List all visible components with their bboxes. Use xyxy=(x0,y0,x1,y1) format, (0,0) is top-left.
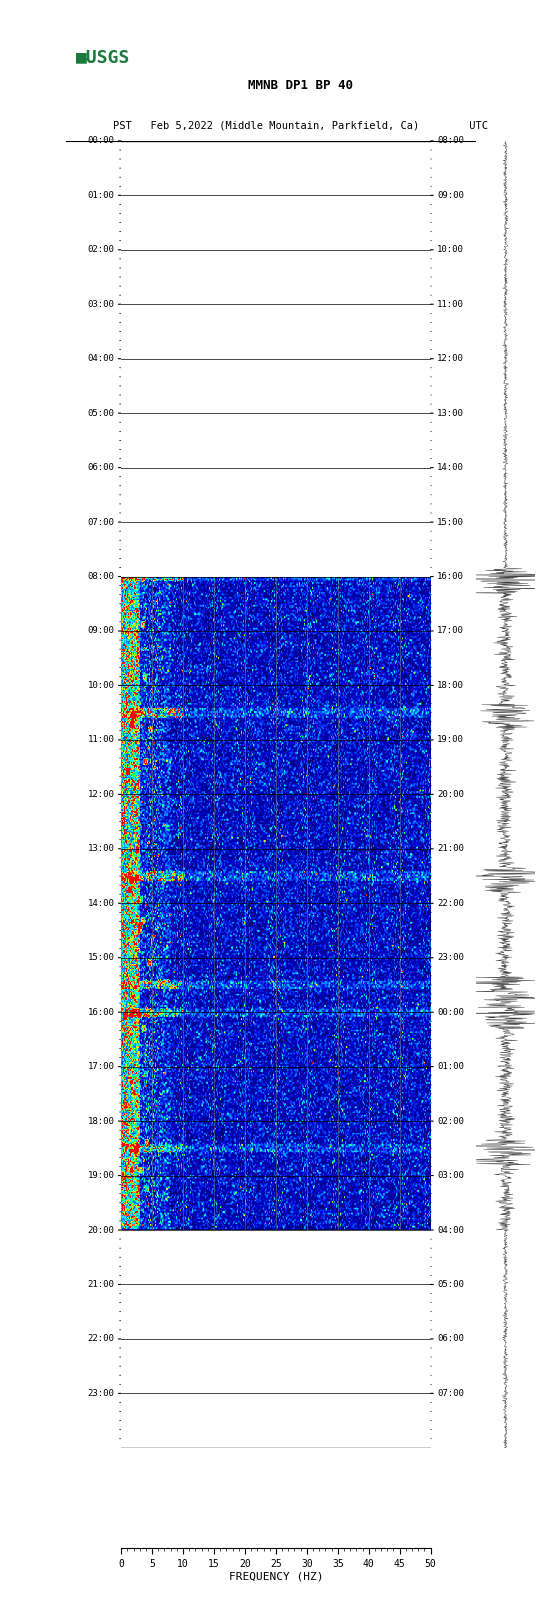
Text: 19:00: 19:00 xyxy=(88,1171,115,1181)
Text: 06:00: 06:00 xyxy=(437,1334,464,1344)
Text: 03:00: 03:00 xyxy=(437,1171,464,1181)
Text: 11:00: 11:00 xyxy=(88,736,115,744)
Text: 12:00: 12:00 xyxy=(437,355,464,363)
Text: 14:00: 14:00 xyxy=(437,463,464,473)
Text: 22:00: 22:00 xyxy=(88,1334,115,1344)
Text: PST   Feb 5,2022 (Middle Mountain, Parkfield, Ca)        UTC: PST Feb 5,2022 (Middle Mountain, Parkfie… xyxy=(113,121,489,131)
Text: 01:00: 01:00 xyxy=(437,1061,464,1071)
Text: 15:00: 15:00 xyxy=(88,953,115,963)
Text: 02:00: 02:00 xyxy=(437,1116,464,1126)
Text: 02:00: 02:00 xyxy=(88,245,115,255)
Text: 09:00: 09:00 xyxy=(437,190,464,200)
Text: MMNB DP1 BP 40: MMNB DP1 BP 40 xyxy=(248,79,353,92)
Text: 08:00: 08:00 xyxy=(437,137,464,145)
Text: 07:00: 07:00 xyxy=(437,1389,464,1398)
X-axis label: FREQUENCY (HZ): FREQUENCY (HZ) xyxy=(229,1571,323,1582)
Text: 01:00: 01:00 xyxy=(88,190,115,200)
Text: 20:00: 20:00 xyxy=(88,1226,115,1234)
Bar xyxy=(121,140,431,576)
Text: 11:00: 11:00 xyxy=(437,300,464,308)
Text: 16:00: 16:00 xyxy=(437,573,464,581)
Text: 23:00: 23:00 xyxy=(437,953,464,963)
Text: 00:00: 00:00 xyxy=(437,1008,464,1016)
Bar xyxy=(121,1231,431,1448)
Text: 05:00: 05:00 xyxy=(88,408,115,418)
Text: 12:00: 12:00 xyxy=(88,790,115,798)
Text: ■USGS: ■USGS xyxy=(76,48,130,66)
Text: 17:00: 17:00 xyxy=(437,626,464,636)
Text: 18:00: 18:00 xyxy=(437,681,464,690)
Text: 06:00: 06:00 xyxy=(88,463,115,473)
Text: 19:00: 19:00 xyxy=(437,736,464,744)
Text: 21:00: 21:00 xyxy=(88,1281,115,1289)
Text: 08:00: 08:00 xyxy=(88,573,115,581)
Text: 10:00: 10:00 xyxy=(88,681,115,690)
Text: 04:00: 04:00 xyxy=(437,1226,464,1234)
Text: 10:00: 10:00 xyxy=(437,245,464,255)
Text: 13:00: 13:00 xyxy=(437,408,464,418)
Text: 21:00: 21:00 xyxy=(437,844,464,853)
Text: 04:00: 04:00 xyxy=(88,355,115,363)
Text: 20:00: 20:00 xyxy=(437,790,464,798)
Text: 16:00: 16:00 xyxy=(88,1008,115,1016)
Text: 09:00: 09:00 xyxy=(88,626,115,636)
Text: 07:00: 07:00 xyxy=(88,518,115,526)
Text: 18:00: 18:00 xyxy=(88,1116,115,1126)
Text: 03:00: 03:00 xyxy=(88,300,115,308)
Text: 00:00: 00:00 xyxy=(88,137,115,145)
Text: 13:00: 13:00 xyxy=(88,844,115,853)
Text: 14:00: 14:00 xyxy=(88,898,115,908)
Text: 22:00: 22:00 xyxy=(437,898,464,908)
Text: 05:00: 05:00 xyxy=(437,1281,464,1289)
Text: 15:00: 15:00 xyxy=(437,518,464,526)
Text: 17:00: 17:00 xyxy=(88,1061,115,1071)
Text: 23:00: 23:00 xyxy=(88,1389,115,1398)
